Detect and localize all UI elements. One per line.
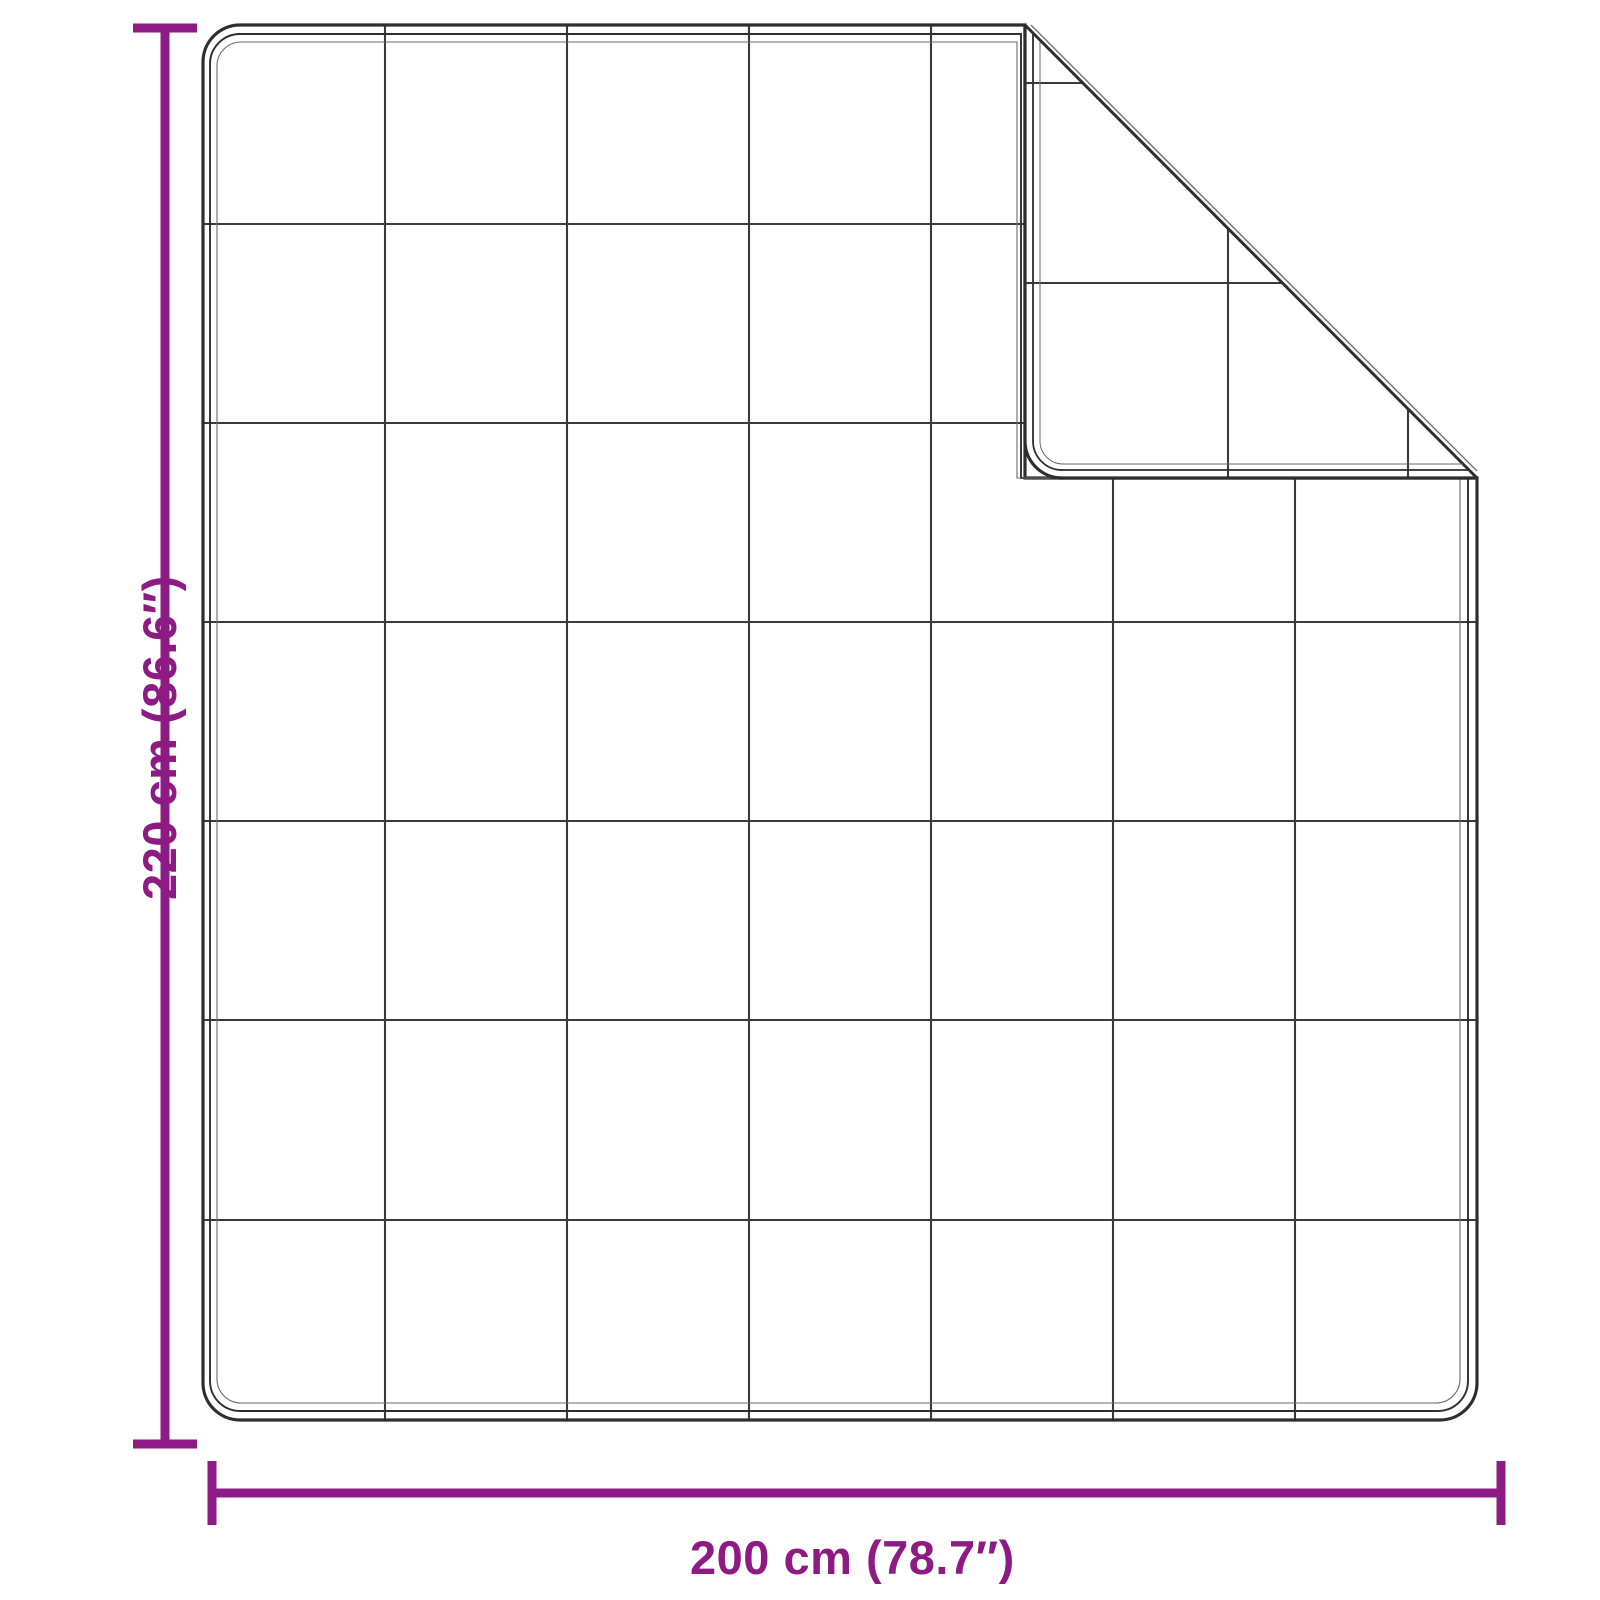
folded-corner-left-hem	[1023, 25, 1063, 480]
fold-diagonal-edge-inner	[1030, 24, 1478, 472]
blanket-body-fill	[203, 25, 1477, 1420]
height-dimension-label: 220 cm (86.6″)	[133, 575, 186, 900]
blanket-hem-outer	[201, 23, 1479, 1422]
blanket-hem-stitch	[216, 41, 1461, 1404]
height-dimension-line	[133, 23, 197, 1449]
folded-corner-left-hem-stitch	[1039, 42, 1064, 465]
width-dimension-line	[207, 1461, 1506, 1525]
dimension-lines	[133, 23, 1506, 1525]
fold-diagonal-edge	[1023, 23, 1479, 480]
blanket-folded-corner	[1023, 23, 1479, 480]
blanket-hem-inner	[209, 33, 1469, 1412]
folded-corner-left-hem-inner	[1032, 34, 1063, 471]
width-dimension-label: 200 cm (78.7″)	[690, 1531, 1015, 1584]
blanket-main-body	[201, 23, 1479, 1422]
